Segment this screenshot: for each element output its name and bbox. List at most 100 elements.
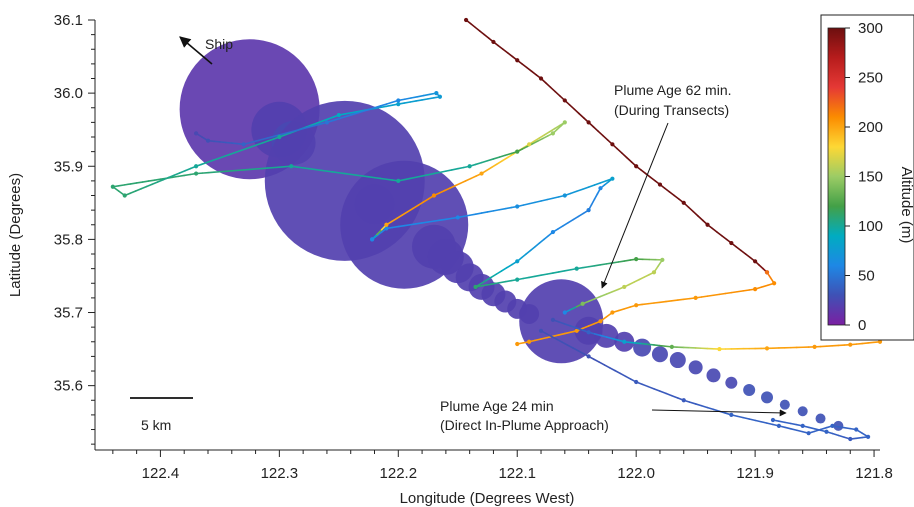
colorbar-tick-label: 300 (858, 20, 883, 37)
track-point (651, 270, 657, 275)
track-segment (673, 194, 680, 200)
track-segment (230, 142, 239, 145)
track-segment (355, 174, 364, 177)
track-segment (501, 156, 509, 162)
track-point (693, 295, 698, 300)
track-segment (635, 342, 643, 345)
track-segment (597, 130, 604, 137)
track-segment (605, 290, 614, 295)
track-point (527, 142, 532, 147)
track-segment (390, 217, 398, 223)
track-segment (540, 336, 548, 340)
track-segment (367, 176, 376, 179)
track-segment (603, 181, 610, 186)
track-segment (376, 231, 383, 237)
track-segment (758, 264, 764, 270)
plume-marker (779, 399, 790, 410)
track-segment (254, 138, 263, 142)
track-segment (225, 141, 233, 144)
track-point (866, 434, 871, 439)
track-segment (548, 127, 556, 133)
track-segment (649, 176, 657, 182)
track-segment (647, 302, 655, 305)
track-segment (459, 180, 467, 185)
track-segment (129, 190, 137, 195)
plume24-label-line2: (Direct In-Plume Approach) (440, 417, 609, 433)
flight-tracks (110, 17, 883, 442)
track-segment (534, 242, 541, 248)
plume-marker (706, 368, 721, 383)
track-segment (564, 268, 572, 272)
track-segment (415, 222, 423, 225)
colorbar-tick-label: 200 (858, 119, 883, 136)
track-segment (213, 140, 221, 143)
track-segment (557, 225, 564, 230)
track-segment (778, 420, 786, 424)
track-segment (641, 383, 649, 388)
track-segment (543, 234, 550, 241)
track-segment (480, 279, 487, 285)
track-segment (486, 158, 495, 162)
track-point (610, 176, 615, 181)
track-segment (550, 335, 558, 341)
plume-marker (815, 413, 826, 424)
track-segment (581, 265, 590, 269)
track-segment (379, 177, 388, 181)
track-segment (314, 168, 322, 172)
track-point (634, 303, 639, 308)
track-segment (410, 95, 419, 99)
track-segment (534, 338, 542, 342)
annotations: Ship Plume Age 62 min. (During Transects… (130, 36, 787, 433)
track-segment (184, 167, 192, 172)
track-segment (593, 192, 599, 200)
track-segment (605, 336, 614, 340)
track-segment (528, 275, 536, 279)
track-segment (200, 161, 208, 166)
track-segment (451, 167, 459, 171)
track-point (586, 330, 591, 335)
track-segment (573, 108, 580, 115)
track-segment (740, 249, 747, 255)
track-segment (349, 112, 358, 116)
track-segment (575, 327, 584, 331)
plume-marker (761, 391, 774, 404)
track-segment (316, 120, 324, 124)
track-segment (843, 426, 852, 430)
track-segment (558, 321, 566, 325)
track-segment (659, 390, 667, 395)
track-segment (147, 179, 156, 182)
track-point (396, 178, 401, 183)
track-segment (217, 155, 225, 160)
track-segment (320, 169, 328, 172)
track-point (324, 120, 330, 125)
track-point (550, 317, 556, 322)
track-segment (480, 211, 489, 214)
track-segment (837, 434, 846, 439)
track-segment (480, 284, 489, 287)
track-segment (260, 137, 269, 141)
track-point (586, 208, 591, 213)
track-segment (495, 270, 503, 275)
track-point (657, 182, 663, 187)
track-segment (748, 418, 756, 422)
track-point (562, 120, 567, 125)
track-segment (361, 108, 370, 113)
track-point (753, 287, 758, 292)
track-segment (599, 293, 608, 298)
track-segment (379, 103, 388, 107)
x-tick-label: 121.8 (855, 465, 893, 482)
colorbar-tick-label: 0 (858, 317, 866, 334)
track-segment (694, 403, 703, 407)
track-segment (415, 175, 423, 179)
track-point (610, 142, 615, 147)
track-segment (415, 99, 423, 102)
track-segment (706, 294, 715, 297)
track-segment (498, 280, 507, 284)
track-segment (506, 263, 513, 269)
track-point (515, 149, 520, 154)
track-segment (427, 97, 435, 100)
track-segment (117, 184, 126, 187)
track-segment (290, 129, 298, 133)
y-tick-label: 35.8 (54, 231, 83, 248)
track-segment (421, 173, 429, 177)
